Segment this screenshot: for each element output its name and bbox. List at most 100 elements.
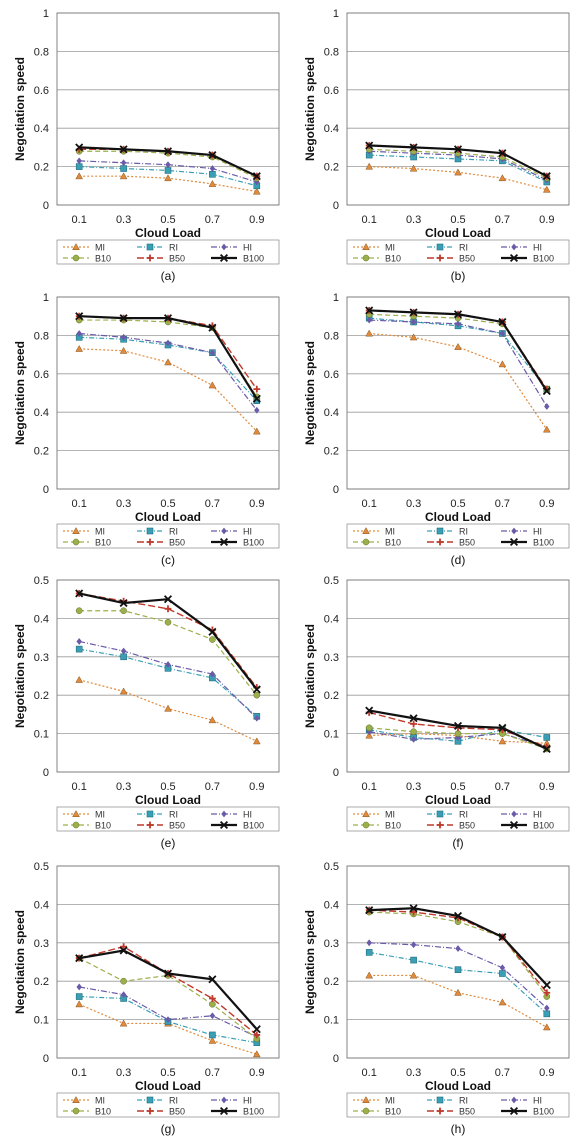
data-point xyxy=(409,143,418,152)
data-point xyxy=(365,141,374,150)
data-point xyxy=(542,387,551,396)
legend-label: RI xyxy=(459,243,468,253)
data-point xyxy=(209,165,216,172)
legend: MI RI HI B10 B50 B100 xyxy=(346,1092,570,1118)
data-point xyxy=(498,998,507,1006)
y-tick-label: 0 xyxy=(43,200,49,212)
x-tick-label: 0.9 xyxy=(539,1067,554,1079)
data-point xyxy=(119,946,128,955)
series-hi xyxy=(76,638,260,722)
data-point xyxy=(252,685,261,694)
legend-marker xyxy=(219,1106,229,1116)
x-tick-label: 0.1 xyxy=(362,1067,377,1079)
y-tick-label: 0.2 xyxy=(324,446,339,458)
data-point xyxy=(499,964,506,972)
legend-label: RI xyxy=(459,527,468,537)
data-point xyxy=(75,344,84,352)
y-tick-label: 0.4 xyxy=(324,613,339,625)
data-point xyxy=(365,706,374,715)
data-point xyxy=(163,147,173,156)
legend-label: HI xyxy=(243,243,252,253)
chart-panel: 0 0.1 0.2 0.3 0.4 0.5 0.1 0.3 0.5 0.7 0.9 Cloud Loa… xyxy=(13,861,280,1136)
legend-label: HI xyxy=(533,810,542,820)
data-point xyxy=(542,744,551,753)
legend-marker xyxy=(362,821,370,829)
data-point xyxy=(453,721,463,730)
x-axis-label: Cloud Load xyxy=(135,1079,201,1093)
x-tick-label: 0.7 xyxy=(205,498,220,510)
data-point xyxy=(164,167,172,174)
series-b100 xyxy=(75,946,261,1034)
y-axis-label: Negotiation speed xyxy=(303,57,317,161)
series-b50 xyxy=(75,590,261,691)
y-tick-label: 0.1 xyxy=(34,729,49,741)
legend-label: B50 xyxy=(459,1107,475,1117)
data-point xyxy=(75,589,84,598)
data-point xyxy=(543,734,551,741)
data-point xyxy=(254,406,260,414)
series-mi xyxy=(75,344,261,435)
y-tick-label: 0.5 xyxy=(324,575,339,587)
plot-frame xyxy=(346,296,570,490)
data-point xyxy=(209,670,216,678)
y-tick-label: 0.8 xyxy=(324,330,339,342)
data-point xyxy=(119,314,128,323)
legend-marker xyxy=(219,537,229,547)
y-tick-label: 1 xyxy=(43,8,49,20)
y-tick-label: 0.3 xyxy=(324,938,339,950)
x-axis-label: Cloud Load xyxy=(135,793,201,807)
legend-label: B10 xyxy=(95,254,111,264)
data-point xyxy=(410,908,417,916)
x-tick-label: 0.9 xyxy=(249,1067,264,1079)
data-point xyxy=(165,339,171,347)
y-tick-label: 0.2 xyxy=(324,162,339,174)
legend-label: MI xyxy=(95,810,105,820)
data-point xyxy=(208,151,217,160)
data-point xyxy=(454,988,462,996)
y-tick-label: 0.4 xyxy=(324,407,339,419)
data-point xyxy=(75,675,84,683)
legend-marker xyxy=(146,1096,154,1104)
data-point xyxy=(454,730,462,737)
legend-box xyxy=(346,806,570,832)
legend-label: B50 xyxy=(459,254,475,264)
y-axis-label: Negotiation speed xyxy=(13,910,27,1014)
data-point xyxy=(410,956,417,964)
data-point xyxy=(365,162,374,170)
data-point xyxy=(164,618,172,626)
x-axis-label: Cloud Load xyxy=(135,510,201,524)
series-hi xyxy=(76,983,260,1041)
data-point xyxy=(543,1010,551,1018)
legend-box xyxy=(56,239,280,265)
plot-frame xyxy=(56,12,280,206)
y-tick-label: 0.4 xyxy=(324,123,339,135)
data-point xyxy=(542,172,551,181)
plot-frame xyxy=(56,579,280,773)
legend-marker xyxy=(511,1096,517,1104)
data-point xyxy=(209,170,216,178)
legend-label: HI xyxy=(243,527,252,537)
data-point xyxy=(209,995,216,1002)
x-tick-label: 0.1 xyxy=(362,781,377,793)
panel-caption: (b) xyxy=(451,269,466,283)
legend-marker xyxy=(362,1107,370,1115)
x-tick-label: 0.5 xyxy=(160,781,175,793)
data-point xyxy=(75,143,84,152)
data-point xyxy=(453,310,463,319)
x-tick-label: 0.1 xyxy=(72,781,87,793)
y-tick-label: 0.3 xyxy=(34,938,49,950)
series-line xyxy=(369,319,548,407)
x-tick-label: 0.9 xyxy=(249,498,264,510)
y-tick-label: 0 xyxy=(333,1053,339,1065)
y-tick-label: 0.6 xyxy=(34,369,49,381)
legend-marker xyxy=(436,810,444,818)
data-point xyxy=(410,318,417,326)
series-hi xyxy=(366,939,550,1012)
y-tick-label: 0.4 xyxy=(34,123,49,135)
chart-panel: 0 0.2 0.4 0.6 0.8 1 0.1 0.3 0.5 0.7 0.9 Cloud Load N… xyxy=(13,292,280,567)
data-point xyxy=(209,1031,216,1039)
data-point xyxy=(120,991,127,999)
x-tick-label: 0.3 xyxy=(116,781,131,793)
data-point xyxy=(498,149,507,158)
data-point xyxy=(75,312,84,321)
